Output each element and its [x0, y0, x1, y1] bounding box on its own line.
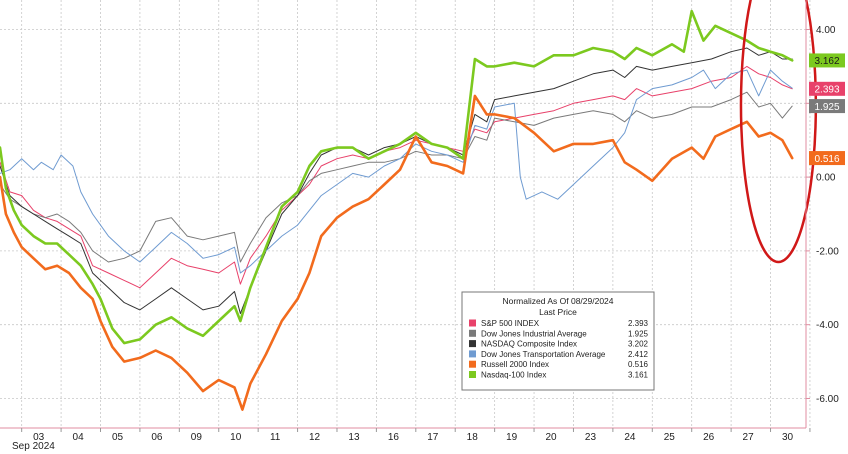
- last-value-tag-bg: [809, 151, 845, 166]
- legend-entry-name: Nasdaq-100 Index: [481, 371, 546, 380]
- legend-entry-name: Dow Jones Transportation Average: [481, 350, 606, 359]
- x-tick-label: 17: [427, 432, 439, 443]
- last-value-tag-label: 0.516: [814, 154, 839, 165]
- x-tick-label: 04: [73, 432, 85, 443]
- legend-swatch: [469, 329, 476, 337]
- x-tick-label: 25: [664, 432, 676, 443]
- highlight-ellipse-shape: [739, 0, 818, 264]
- legend: Normalized As Of 08/29/2024 Last Price S…: [461, 291, 655, 391]
- highlight-ellipse: [739, 0, 818, 264]
- legend-swatch: [469, 350, 476, 358]
- y-tick-label: 4.00: [816, 25, 836, 36]
- x-tick-label: 12: [309, 432, 321, 443]
- x-tick-label: 11: [270, 432, 281, 443]
- legend-swatch: [469, 340, 476, 348]
- legend-entry: Dow Jones Industrial Average 1.925: [469, 329, 649, 338]
- legend-entry-value: 3.202: [628, 340, 649, 349]
- y-tick-label: 0.00: [816, 173, 836, 184]
- legend-entry-name: Dow Jones Industrial Average: [481, 329, 587, 338]
- x-tick-label: 13: [348, 432, 360, 443]
- series-line-5: [0, 9, 794, 345]
- legend-entry: S&P 500 INDEX 2.393: [469, 319, 649, 328]
- legend-entry: Nasdaq-100 Index 3.161: [469, 371, 649, 380]
- last-value-tag-bg: [809, 53, 845, 68]
- last-value-tag: 1.925: [809, 99, 845, 114]
- month-label: Sep 2024: [12, 441, 55, 452]
- last-value-tags: 3.162 2.393 1.925 0.516: [809, 53, 845, 166]
- x-tick-label: 30: [782, 432, 794, 443]
- legend-swatch: [469, 371, 476, 378]
- x-tick-label: 05: [112, 432, 124, 443]
- series-line-1: [0, 91, 793, 263]
- legend-box: [461, 291, 655, 391]
- x-tick-label: 16: [388, 432, 400, 443]
- legend-entry-value: 3.161: [628, 371, 649, 380]
- x-tick-label: 09: [191, 432, 203, 443]
- x-tick-label: 20: [545, 432, 557, 443]
- legend-entry-value: 2.412: [628, 350, 649, 359]
- last-value-tag-label: 3.162: [814, 56, 839, 67]
- series-lines: [0, 9, 794, 411]
- last-value-tag-bg: [809, 99, 845, 114]
- legend-entry-name: Russell 2000 Index: [481, 360, 549, 369]
- legend-subtitle: Last Price: [539, 307, 577, 317]
- legend-swatch: [469, 319, 476, 327]
- legend-swatch: [469, 360, 476, 368]
- legend-entry-value: 0.516: [628, 360, 649, 369]
- series-line-3: [0, 69, 793, 274]
- y-tick-label: -4.00: [816, 320, 839, 331]
- x-tick-label: 26: [703, 432, 715, 443]
- legend-entry-name: NASDAQ Composite Index: [481, 340, 577, 349]
- legend-title: Normalized As Of 08/29/2024: [502, 296, 613, 306]
- legend-entry: Dow Jones Transportation Average 2.412: [469, 350, 649, 359]
- legend-entry-value: 2.393: [628, 319, 649, 328]
- last-value-tag: 3.162: [809, 53, 845, 68]
- last-value-tag-label: 2.393: [814, 85, 839, 96]
- legend-entry-value: 1.925: [628, 329, 649, 338]
- legend-entry-name: S&P 500 INDEX: [481, 319, 540, 328]
- series-line-4: [0, 94, 794, 411]
- x-tick-label: 27: [743, 432, 755, 443]
- last-value-tag-bg: [809, 81, 845, 96]
- legend-entry: NASDAQ Composite Index 3.202: [469, 340, 649, 349]
- x-tick-label: 23: [585, 432, 597, 443]
- last-value-tag-label: 1.925: [814, 102, 839, 113]
- x-tick-label: 19: [506, 432, 518, 443]
- series-line-2: [0, 47, 793, 315]
- y-tick-label: -6.00: [816, 394, 839, 405]
- grid-lines: [0, 0, 811, 428]
- bottom-axis: Sep 2024 03 04 05 06 09 10 11 12 13 16 17 18 19 20 23 2…: [0, 427, 811, 452]
- x-tick-label: 10: [230, 432, 242, 443]
- last-value-tag: 2.393: [809, 81, 845, 96]
- x-tick-label: 03: [33, 432, 45, 443]
- x-tick-label: 06: [151, 432, 163, 443]
- last-value-tag: 0.516: [809, 151, 845, 166]
- x-tick-label: 24: [624, 432, 636, 443]
- legend-entry: Russell 2000 Index 0.516: [469, 360, 649, 369]
- x-tick-label: 18: [467, 432, 479, 443]
- y-tick-label: -2.00: [816, 246, 839, 257]
